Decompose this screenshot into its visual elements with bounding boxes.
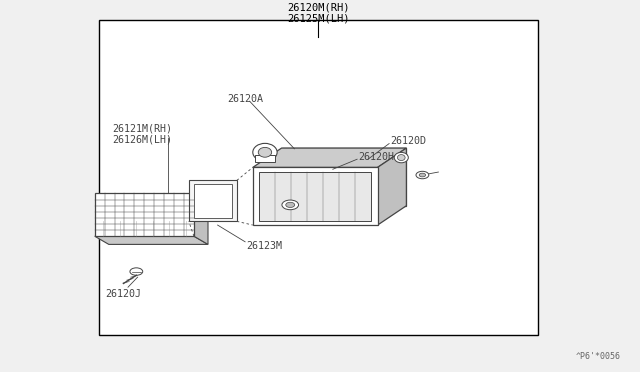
Circle shape [285, 202, 295, 208]
Text: 26123M: 26123M [246, 241, 282, 250]
Ellipse shape [253, 143, 277, 161]
Text: 26121M(RH)
26126M(LH): 26121M(RH) 26126M(LH) [112, 123, 172, 145]
Ellipse shape [397, 155, 405, 161]
Bar [189, 180, 237, 221]
Bar [255, 155, 275, 161]
Bar [99, 20, 538, 335]
Text: ^P6'*0056: ^P6'*0056 [576, 352, 621, 361]
Polygon shape [95, 236, 208, 244]
Polygon shape [282, 148, 406, 206]
Circle shape [419, 173, 426, 177]
Ellipse shape [394, 153, 408, 163]
Bar [194, 184, 232, 218]
Text: 26120D: 26120D [390, 137, 426, 146]
Circle shape [416, 171, 429, 179]
Polygon shape [194, 193, 208, 244]
Polygon shape [378, 148, 406, 225]
Circle shape [282, 200, 298, 210]
Polygon shape [253, 148, 406, 167]
Text: 26120M(RH)
26125M(LH): 26120M(RH) 26125M(LH) [287, 2, 349, 24]
Bar [259, 172, 371, 221]
Polygon shape [253, 167, 378, 225]
Text: 26120A: 26120A [227, 94, 263, 103]
Ellipse shape [259, 147, 271, 157]
Bar [95, 193, 194, 236]
Text: 26120H: 26120H [358, 153, 394, 162]
Circle shape [130, 268, 143, 275]
Text: 26120J: 26120J [106, 289, 141, 299]
